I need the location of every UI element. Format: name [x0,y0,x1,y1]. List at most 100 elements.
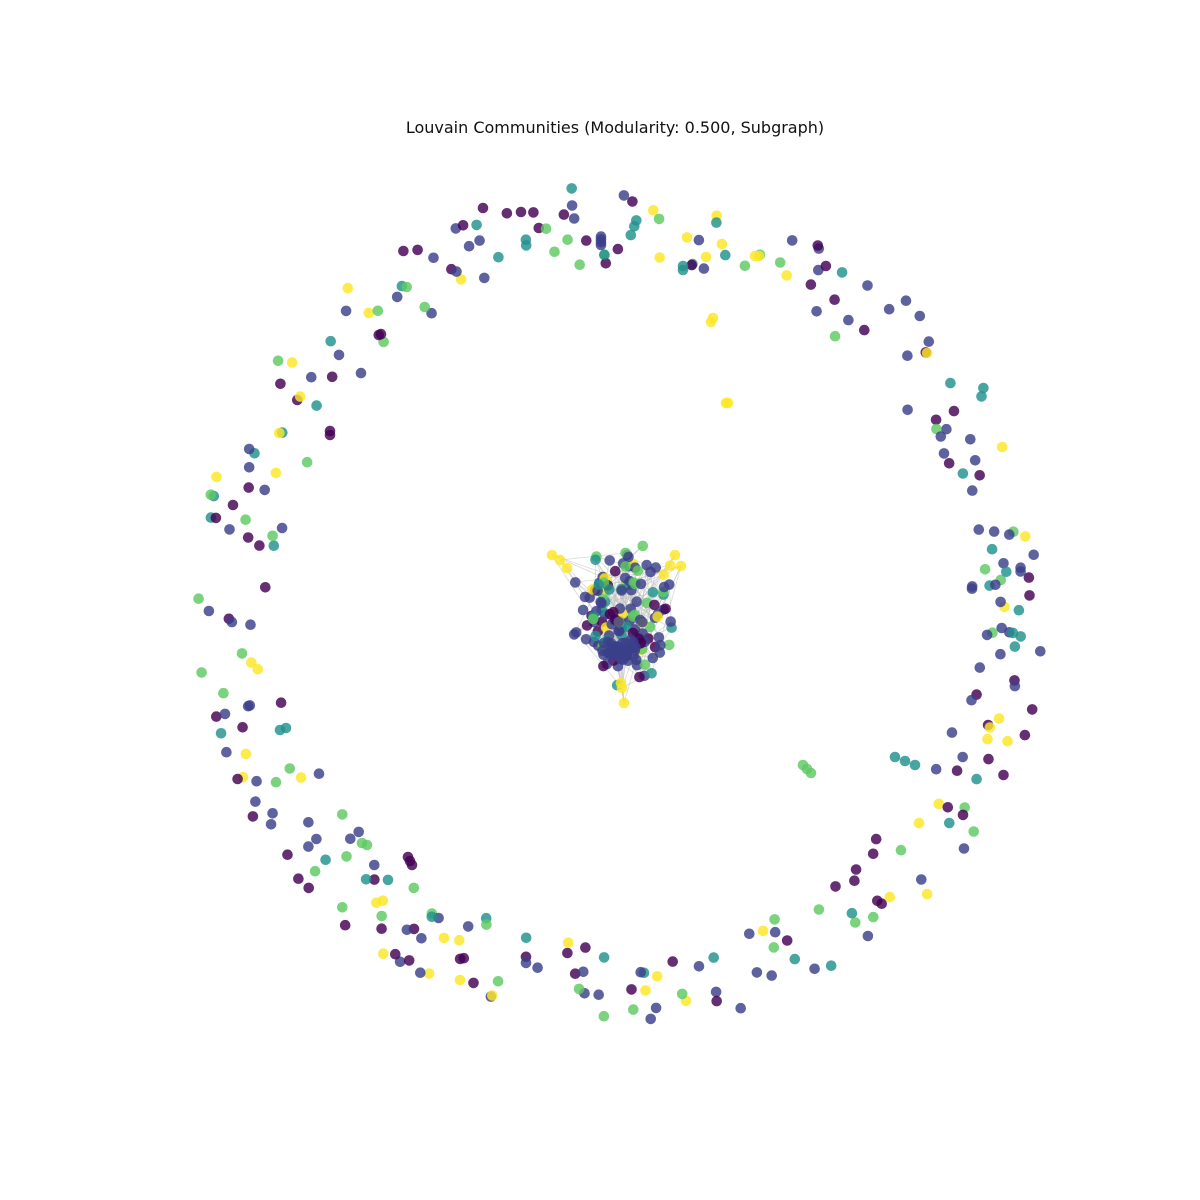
graph-node [401,281,413,293]
graph-node [813,904,825,915]
graph-node [1024,590,1035,601]
graph-node [768,942,780,953]
graph-node [769,914,780,925]
graph-node [568,629,580,640]
graph-node [757,925,769,937]
graph-node [868,911,879,923]
graph-node [686,259,697,271]
graph-node [603,647,614,659]
graph-node [914,310,926,322]
graph-node [677,264,689,276]
graph-node [605,638,617,649]
graph-node [408,882,420,894]
graph-node [943,458,955,469]
graph-node [243,443,255,455]
graph-node [862,280,873,291]
graph-node [720,249,731,261]
graph-node [650,562,662,573]
graph-node [246,657,257,668]
graph-node [574,259,585,271]
graph-node [587,613,599,625]
graph-node [232,773,243,785]
graph-node [493,251,504,263]
graph-node [1026,704,1038,715]
graph-node [274,427,285,439]
graph-node [909,759,921,771]
graph-node [829,330,841,342]
graph-node [598,1010,610,1022]
graph-node [650,1002,662,1014]
graph-node [219,708,231,720]
graph-node [303,882,315,894]
graph-node [820,260,832,272]
graph-node [627,196,638,207]
graph-node [735,1002,746,1014]
graph-node [455,274,467,285]
graph-node [580,942,591,953]
graph-node [867,848,879,860]
graph-node [243,462,255,473]
graph-node [311,400,322,411]
graph-node [342,282,354,294]
graph-node [649,599,660,611]
graph-node [369,859,380,871]
graph-node [843,314,854,326]
graph-node [1015,566,1026,577]
graph-node [986,543,998,555]
graph-node [951,765,963,776]
graph-node [973,524,985,535]
graph-node [637,540,649,552]
graph-node [272,355,284,367]
graph-node [711,995,722,1007]
graph-node [428,252,439,264]
graph-node [426,307,437,319]
graph-node [625,229,637,241]
graph-node [376,910,388,922]
graph-node [196,667,207,678]
graph-node [406,859,418,871]
graph-node [998,558,1009,569]
graph-node [1013,604,1025,616]
graph-node [974,662,986,673]
graph-node [862,930,874,942]
graph-node [528,207,539,218]
graph-node [403,955,415,966]
graph-node [270,776,282,788]
graph-node [487,990,498,1001]
graph-node [210,512,222,524]
graph-node [805,279,817,290]
graph-node [520,234,532,245]
graph-node [811,306,822,317]
graph-node [398,245,409,257]
graph-node [457,220,469,231]
graph-node [532,962,543,973]
graph-node [540,223,552,234]
graph-node [829,294,840,306]
graph-node [242,532,254,543]
graph-node [710,986,722,998]
graph-node [766,970,777,981]
graph-node [244,700,256,711]
graph-node [340,305,352,317]
graph-node [786,235,798,246]
graph-node [923,336,935,347]
graph-node [293,873,304,884]
graph-node [859,324,870,336]
graph-node [608,606,619,618]
graph-node [454,974,466,986]
graph-node [902,350,913,362]
graph-node [664,560,676,571]
graph-node [218,687,229,699]
graph-node [998,769,1009,781]
graph-node [626,984,637,995]
graph-node [652,611,663,622]
graph-node [477,202,489,214]
graph-node [579,591,591,603]
edge-layer [279,236,916,866]
graph-node [562,234,573,245]
graph-node [870,833,882,845]
graph-node [566,183,577,194]
graph-node [634,671,645,683]
graph-node [944,817,955,829]
